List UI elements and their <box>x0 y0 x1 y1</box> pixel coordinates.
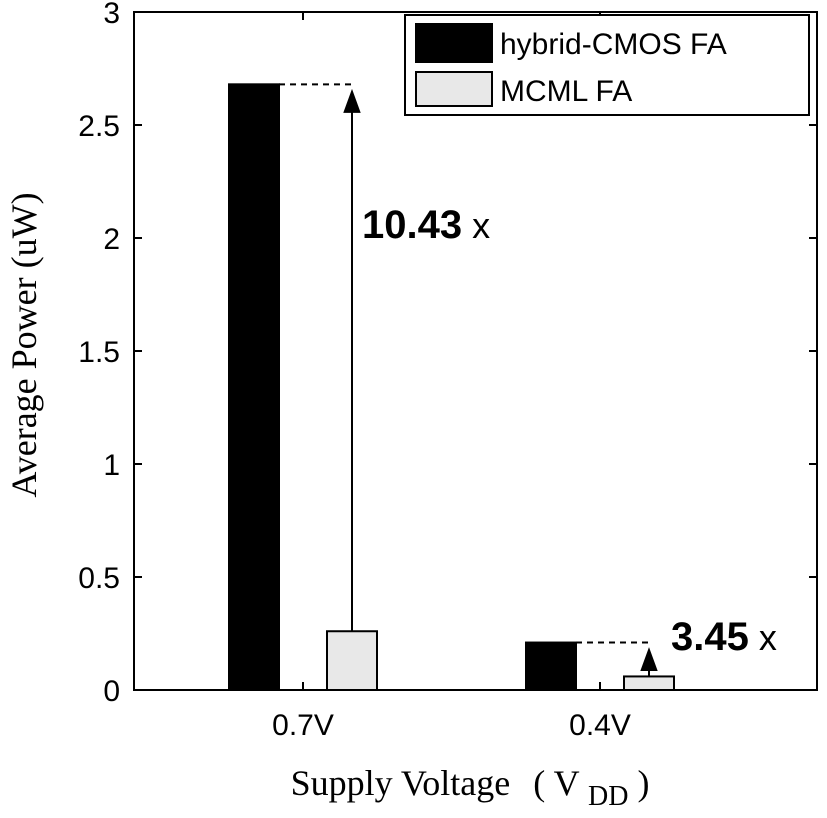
legend-label-mcml: MCML FA <box>500 75 632 108</box>
x-tick-label: 0.7V <box>272 709 334 742</box>
x-tick-label: 0.4V <box>569 709 631 742</box>
legend-label-hybrid-cmos: hybrid-CMOS FA <box>500 28 727 61</box>
y-tick-label: 2.5 <box>78 110 120 143</box>
annotation-suffix: x <box>749 617 777 658</box>
annotations: 10.43 x3.45 x <box>279 83 777 677</box>
annotation-value: 10.43 <box>362 203 462 247</box>
bar-mcml-0.7v <box>326 630 378 691</box>
y-axis-label: Average Power (uW) <box>4 192 44 497</box>
annotation-label: 10.43 x <box>362 203 490 247</box>
annotation-suffix: x <box>462 205 490 246</box>
x-axis-label-paren-close: ) <box>637 763 649 803</box>
x-axis-ticks: 0.7V 0.4V <box>272 12 631 742</box>
x-axis-label-paren-open: ( <box>533 763 545 803</box>
y-tick-label: 0 <box>103 675 120 708</box>
arrow-head <box>343 88 361 113</box>
legend-swatch-hybrid-cmos <box>415 23 493 63</box>
bar-hybrid-cmos-0.4v <box>525 641 577 691</box>
arrow-head <box>640 647 658 672</box>
y-tick-label: 1 <box>103 449 120 482</box>
bar-hybrid-cmos-0.7v <box>228 83 280 691</box>
bars <box>228 83 675 692</box>
annotation-value: 3.45 <box>671 615 749 659</box>
x-axis-label-sub: DD <box>588 781 628 812</box>
x-axis-label-main: Supply Voltage <box>291 763 511 803</box>
axes-frame <box>133 11 818 691</box>
bar-mcml-0.4v <box>623 675 675 692</box>
legend: hybrid-CMOS FA MCML FA <box>404 14 810 116</box>
x-axis-label: Supply Voltage ( V DD ) <box>291 763 650 813</box>
legend-swatch-mcml <box>415 71 493 107</box>
y-tick-label: 3 <box>103 0 120 30</box>
y-tick-label: 1.5 <box>78 336 120 369</box>
y-tick-label: 0.5 <box>78 562 120 595</box>
y-axis-ticks: 0 0.5 1 1.5 2 2.5 3 <box>78 0 817 708</box>
y-tick-label: 2 <box>103 223 120 256</box>
x-axis-label-var: V <box>554 763 580 803</box>
annotation-label: 3.45 x <box>671 615 777 659</box>
